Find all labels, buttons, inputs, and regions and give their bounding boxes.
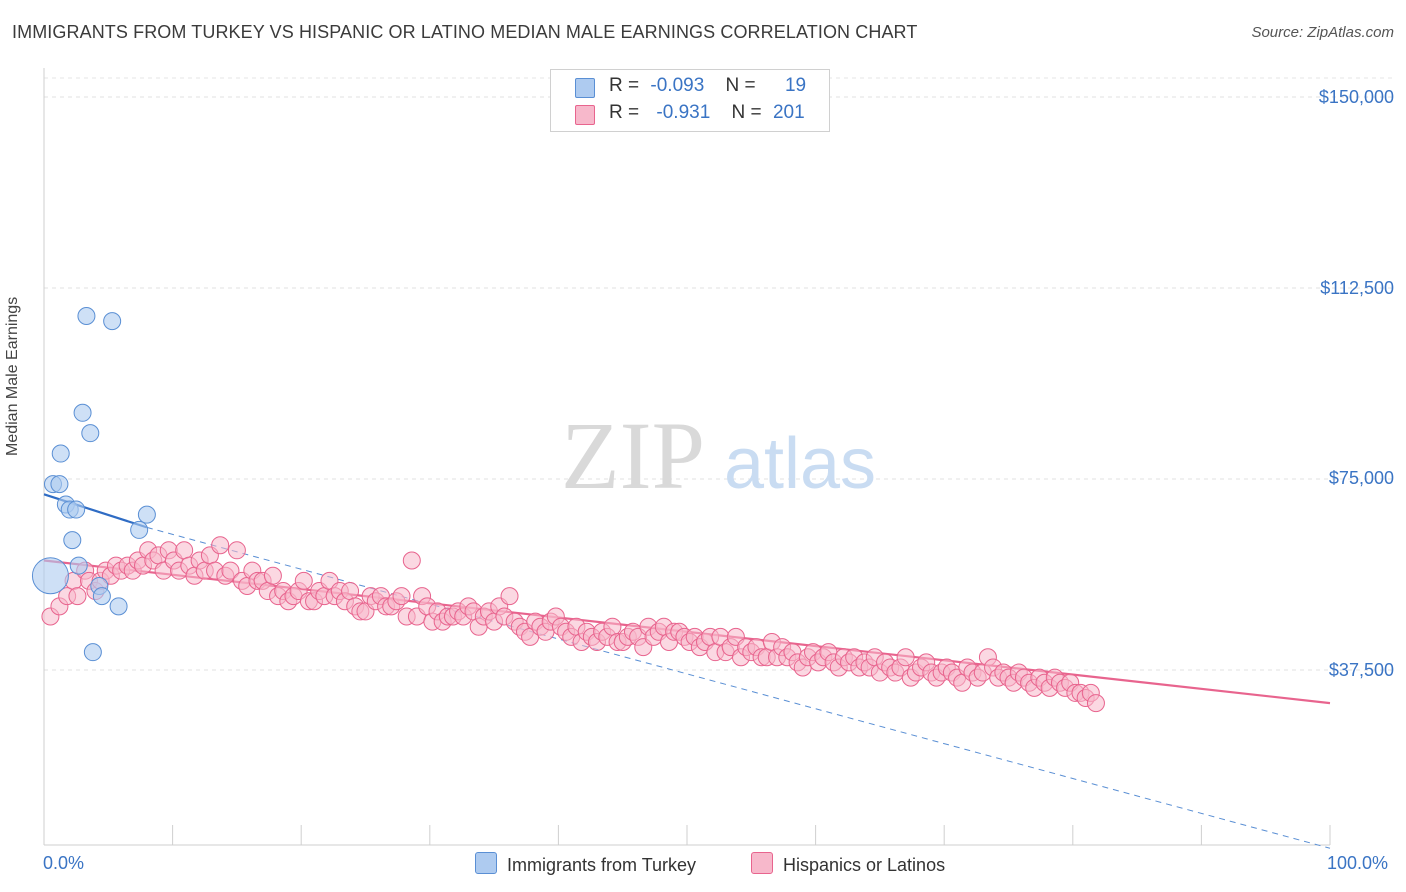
- legend-swatch-latino: [575, 105, 595, 125]
- data-point-turkey: [51, 444, 70, 463]
- y-tick-label: $75,000: [1328, 468, 1394, 488]
- r-label: R =: [609, 75, 640, 96]
- watermark-atlas: atlas: [724, 424, 876, 504]
- data-point-turkey: [81, 424, 100, 443]
- y-tick-label: $37,500: [1328, 660, 1394, 680]
- data-point-latino: [221, 561, 240, 580]
- data-point-latino: [294, 571, 313, 590]
- data-point-turkey: [67, 500, 86, 519]
- data-point-turkey: [63, 531, 82, 550]
- data-point-latino: [896, 648, 915, 667]
- watermark-zip: ZIP: [561, 402, 705, 509]
- x-tick-label-min: 0.0%: [43, 853, 85, 873]
- zipatlas-watermark: ZIP atlas: [561, 402, 876, 509]
- r-value: -0.931: [656, 102, 711, 123]
- data-point-latino: [402, 551, 421, 570]
- data-point-turkey: [77, 307, 96, 326]
- data-point-latino: [603, 617, 622, 636]
- n-value: 19: [784, 75, 807, 96]
- data-point-latino: [1086, 694, 1105, 713]
- r-label: R =: [609, 102, 640, 123]
- legend-swatch-turkey: [575, 78, 595, 98]
- data-point-latino: [500, 587, 519, 606]
- x-tick-label-max: 100.0%: [1327, 853, 1389, 873]
- series-hispanics-or-latinos: [41, 536, 1105, 713]
- data-point-latino: [211, 536, 230, 555]
- series-immigrants-from-turkey: [31, 307, 156, 662]
- legend-label-latino: Hispanics or Latinos: [783, 855, 946, 875]
- y-tick-label: $112,500: [1320, 278, 1394, 298]
- data-point-turkey: [103, 312, 122, 331]
- r-value: -0.093: [650, 75, 705, 96]
- data-point-turkey: [83, 643, 102, 662]
- data-point-turkey: [50, 475, 69, 494]
- data-point-latino: [68, 587, 87, 606]
- data-point-latino: [263, 566, 282, 585]
- axes: [43, 68, 1331, 846]
- data-point-turkey: [92, 587, 111, 606]
- data-point-latino: [227, 541, 246, 560]
- chart-title: IMMIGRANTS FROM TURKEY VS HISPANIC OR LA…: [12, 22, 918, 42]
- source-label: Source: ZipAtlas.com: [1251, 24, 1394, 41]
- data-point-latino: [175, 541, 194, 560]
- n-value: 201: [772, 102, 805, 123]
- data-point-turkey: [130, 520, 149, 539]
- legend-item-turkey: Immigrants from Turkey: [475, 852, 696, 876]
- data-point-turkey: [31, 557, 69, 595]
- data-point-latino: [341, 582, 360, 601]
- legend-swatch-turkey: [475, 852, 497, 874]
- n-label: N =: [731, 102, 762, 123]
- legend-item-latino: Hispanics or Latinos: [751, 852, 945, 876]
- data-point-turkey: [137, 505, 156, 524]
- data-point-turkey: [109, 597, 128, 616]
- y-tick-label: $150,000: [1318, 87, 1394, 107]
- y-axis-label: Median Male Earnings: [4, 296, 21, 456]
- data-point-turkey: [69, 556, 88, 575]
- data-point-turkey: [73, 403, 92, 422]
- data-point-latino: [392, 587, 411, 606]
- legend-swatch-latino: [751, 852, 773, 874]
- n-label: N =: [725, 75, 756, 96]
- stats-legend: R = -0.093 N = 19 R = -0.931 N = 201: [550, 69, 830, 132]
- legend-label-turkey: Immigrants from Turkey: [507, 855, 697, 875]
